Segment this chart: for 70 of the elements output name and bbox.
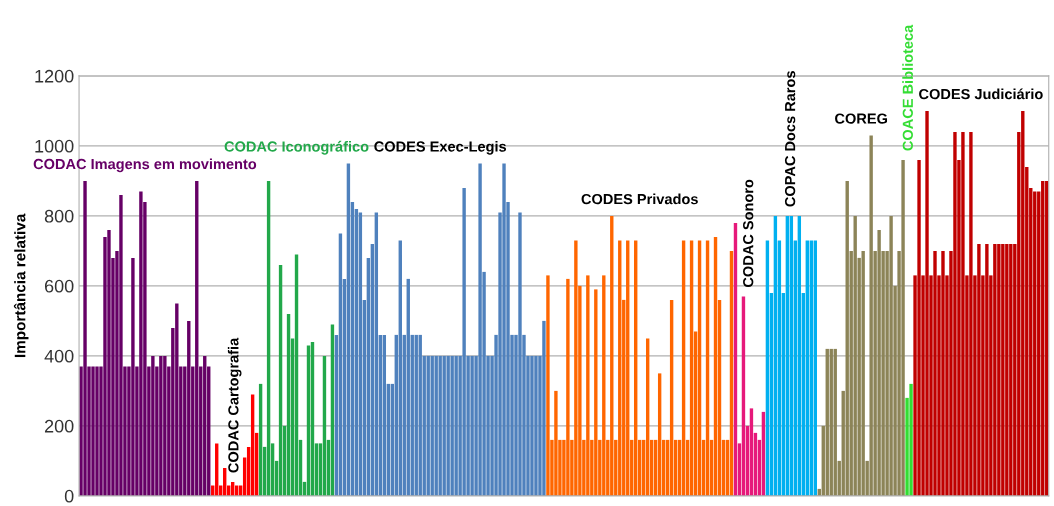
- bar: [542, 320, 546, 496]
- bar: [985, 243, 989, 496]
- series-label: CODAC Imagens em movimento: [33, 158, 257, 173]
- y-axis-title: Importância relativa: [13, 213, 29, 358]
- bar: [83, 180, 87, 496]
- bar: [518, 212, 522, 496]
- bar: [107, 229, 111, 496]
- bar: [139, 191, 143, 496]
- bar: [131, 257, 135, 496]
- y-tick-label: 0: [64, 489, 74, 503]
- bar: [977, 243, 981, 496]
- bar: [961, 131, 965, 496]
- bar: [530, 355, 534, 496]
- bar: [163, 355, 167, 496]
- text: COPAC Docs Raros: [784, 71, 796, 207]
- bar: [1001, 243, 1005, 496]
- bar: [462, 187, 466, 496]
- bar: [534, 355, 538, 496]
- bar: [566, 278, 570, 496]
- bar: [438, 355, 442, 496]
- bar: [450, 355, 454, 496]
- bar: [953, 131, 957, 496]
- bar: [502, 163, 506, 496]
- bar: [446, 355, 450, 496]
- bar: [853, 215, 857, 496]
- series-label: COREG: [835, 113, 888, 124]
- y-tick-label: 400: [44, 349, 74, 363]
- text: CODAC Sonoro: [743, 179, 754, 288]
- y-tick-label: 800: [44, 209, 74, 223]
- bar: [877, 229, 881, 496]
- text: CODAC Iconográfico: [224, 140, 369, 155]
- series-label: CODES Exec-Legis: [374, 140, 507, 155]
- bar: [889, 215, 893, 496]
- bar: [554, 390, 558, 496]
- y-tick-label: 1000: [35, 139, 74, 153]
- bar: [95, 366, 99, 496]
- bar: [434, 355, 438, 496]
- bar: [91, 366, 95, 496]
- bar: [993, 243, 997, 496]
- bar: [969, 131, 973, 496]
- y-tick-label: 1200: [35, 69, 74, 83]
- bar: [119, 194, 123, 496]
- bar: [997, 243, 1001, 496]
- bar: [478, 163, 482, 496]
- bar: [546, 275, 550, 496]
- bar: [1005, 243, 1009, 496]
- bar: [925, 110, 929, 496]
- bar: [901, 159, 905, 496]
- bar: [869, 135, 873, 496]
- series-label: CODES Judiciário: [919, 88, 1043, 100]
- bar: [586, 275, 590, 496]
- bar: [470, 355, 474, 496]
- bar: [1009, 243, 1013, 496]
- bar: [933, 250, 937, 496]
- bar: [151, 355, 155, 496]
- bar: [175, 303, 179, 496]
- bar: [861, 250, 865, 496]
- bar: [442, 355, 446, 496]
- bar: [909, 383, 913, 496]
- y-tick-label: 200: [44, 419, 74, 433]
- bar: [941, 250, 945, 496]
- y-tick-label: 600: [44, 279, 74, 293]
- bar: [917, 159, 921, 496]
- text: CODAC Cartografia: [227, 337, 242, 473]
- text: CODES Privados: [581, 193, 698, 205]
- bar: [574, 240, 578, 496]
- bar: [454, 355, 458, 496]
- bar: [159, 355, 163, 496]
- bar: [594, 289, 598, 496]
- text: COACE Biblioteca: [902, 24, 913, 151]
